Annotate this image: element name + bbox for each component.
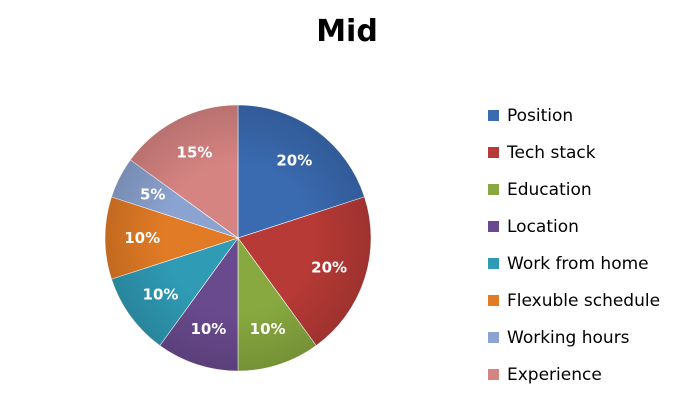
slice-value-label: 5% — [140, 186, 165, 204]
slice-value-label: 10% — [250, 320, 286, 338]
slice-value-label: 20% — [311, 259, 347, 277]
legend-swatch — [488, 221, 499, 232]
legend-label: Education — [507, 179, 592, 200]
legend-swatch — [488, 332, 499, 343]
legend-item: Work from home — [488, 245, 660, 282]
legend-swatch — [488, 110, 499, 121]
legend-item: Experience — [488, 356, 660, 393]
legend-item: Flexuble schedule — [488, 282, 660, 319]
legend-label: Location — [507, 216, 579, 237]
legend-label: Flexuble schedule — [507, 290, 661, 311]
chart-title: Mid — [316, 14, 378, 49]
legend-label: Working hours — [507, 327, 630, 348]
legend-swatch — [488, 184, 499, 195]
legend-item: Education — [488, 171, 660, 208]
legend-label: Tech stack — [507, 142, 596, 163]
slice-value-label: 10% — [143, 285, 179, 303]
legend-item: Working hours — [488, 319, 660, 356]
legend-label: Position — [507, 105, 574, 126]
legend-label: Experience — [507, 364, 602, 385]
legend-swatch — [488, 369, 499, 380]
legend-item: Tech stack — [488, 134, 660, 171]
legend-item: Location — [488, 208, 660, 245]
slice-value-label: 15% — [177, 144, 213, 162]
slice-value-label: 20% — [276, 152, 312, 170]
legend-item: Position — [488, 97, 660, 134]
legend: Position Tech stack Education Location Work … — [488, 97, 660, 393]
slice-value-label: 10% — [190, 320, 226, 338]
legend-swatch — [488, 295, 499, 306]
legend-swatch — [488, 147, 499, 158]
legend-swatch — [488, 258, 499, 269]
legend-label: Work from home — [507, 253, 649, 274]
slice-value-label: 10% — [124, 229, 160, 247]
pie-slice-labels: 20% 20% 10% 10% 10% 10% 5% 15% — [124, 144, 347, 338]
